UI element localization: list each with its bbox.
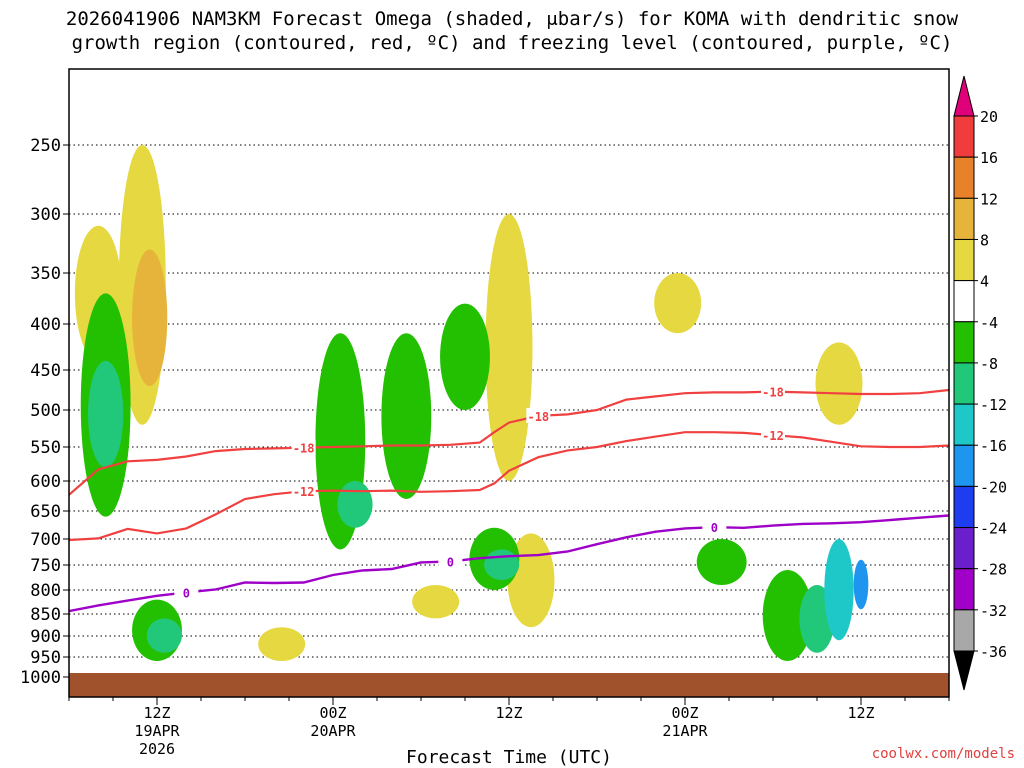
colorbar-label-7: -12 [980,396,1007,414]
freezing_level-label-bg-0 [174,584,199,600]
omega-region-20 [762,570,813,661]
colorbar-swatch-3 [953,238,975,282]
y-tick-label-850: 850 [30,605,61,625]
colorbar-label-0: 20 [980,108,998,126]
isotherm_minus12-line [69,431,949,542]
y-tick-label-500: 500 [30,401,61,421]
omega-region-7 [654,273,702,334]
terrain-ground [69,673,949,697]
colorbar-swatch-11 [953,568,975,611]
x-tick-label-48-1: 21APR [662,722,708,740]
colorbar-label-11: -28 [980,561,1007,579]
omega-region-12 [146,618,182,653]
y-tick-label-350: 350 [30,264,61,284]
y-tick-label-550: 550 [30,438,61,458]
colorbar-swatch-8 [953,444,975,487]
colorbar-swatch-12 [953,609,975,652]
omega-region-19 [696,539,747,585]
freezing_level-label-2: 0 [711,521,718,535]
omega-region-2 [132,249,168,386]
colorbar-label-1: 16 [980,149,998,167]
y-tick-label-600: 600 [30,472,61,492]
omega-region-5 [485,214,533,481]
x-tick-label-36-0: 12Z [495,704,522,722]
colorbar-swatch-6 [953,362,975,405]
isotherm_minus18-label-2: -18 [762,386,784,400]
colorbar-swatch-7 [953,403,975,446]
colorbar-swatch-10 [953,527,975,570]
isotherm_minus12-label-1: -12 [762,429,784,443]
omega-region-18 [484,549,520,580]
y-tick-label-900: 900 [30,627,61,647]
isotherm_minus18-line [69,388,949,496]
x-tick-label-12-1: 19APR [134,722,180,740]
x-tick-label-24-1: 20APR [310,722,356,740]
freezing_level-label-0: 0 [183,586,190,600]
omega-region-8 [815,342,863,425]
freezing_level-label-1: 0 [447,555,454,569]
colorbar-label-12: -32 [980,602,1007,620]
y-tick-label-250: 250 [30,136,61,156]
omega-region-4 [412,585,460,619]
colorbar-label-13: -36 [980,643,1007,661]
colorbar-bottom-arrow [953,650,975,691]
y-tick-label-650: 650 [30,502,61,522]
chart-title-line-1: 2026041906 NAM3KM Forecast Omega (shaded… [65,8,959,30]
isotherm_minus18-label-bg-0 [291,439,316,455]
colorbar-label-6: -8 [980,355,998,373]
colorbar-swatch-2 [953,197,975,240]
y-tick-label-750: 750 [30,556,61,576]
omega-region-14 [337,481,373,528]
x-tick-label-60-0: 12Z [847,704,874,722]
isotherm_minus12-label-bg-1 [761,427,785,443]
omega-region-22 [824,539,854,641]
colorbar-swatch-1 [953,156,975,199]
y-tick-label-700: 700 [30,530,61,550]
x-tick-label-12-0: 12Z [143,704,170,722]
y-tick-label-950: 950 [30,648,61,668]
credit-text: coolwx.com/models [872,746,1015,762]
colorbar-label-4: 4 [980,273,989,291]
colorbar-swatch-4 [953,280,975,323]
freezing_level-label-bg-2 [702,519,727,535]
colorbar-swatch-5 [953,321,975,364]
isotherm_minus18-label-0: -18 [293,442,315,456]
freezing_level-line [69,514,949,613]
omega-region-16 [440,303,490,410]
colorbar-label-10: -24 [980,520,1007,538]
freezing_level-label-bg-1 [438,553,463,569]
x-tick-label-12-2: 2026 [139,740,175,758]
colorbar-swatch-9 [953,485,975,529]
colorbar-top-arrow [953,75,975,117]
colorbar-label-8: -16 [980,437,1007,455]
isotherm_minus12-label-0: -12 [293,485,315,499]
x-axis-label: Forecast Time (UTC) [406,747,612,768]
omega-region-3 [258,627,306,661]
y-tick-label-800: 800 [30,581,61,601]
colorbar-label-2: 12 [980,190,998,208]
isotherm_minus18-label-1: -18 [527,410,549,424]
omega-region-10 [88,360,124,468]
y-tick-label-450: 450 [30,361,61,381]
omega-region-23 [853,559,869,610]
x-tick-label-48-0: 00Z [671,704,698,722]
x-tick-label-24-0: 00Z [319,704,346,722]
chart-title-line-2: growth region (contoured, red, ºC) and f… [71,32,953,54]
isotherm_minus12-label-bg-0 [291,483,316,499]
y-tick-label-300: 300 [30,205,61,225]
colorbar-label-3: 8 [980,231,989,249]
colorbar-label-5: -4 [980,314,998,332]
colorbar-swatch-0 [953,115,975,158]
y-tick-label-400: 400 [30,315,61,335]
colorbar-label-9: -20 [980,478,1007,496]
omega-region-15 [381,333,432,499]
isotherm_minus18-label-bg-1 [526,407,551,423]
y-tick-label-1000: 1000 [20,668,61,688]
isotherm_minus18-label-bg-2 [761,383,785,399]
